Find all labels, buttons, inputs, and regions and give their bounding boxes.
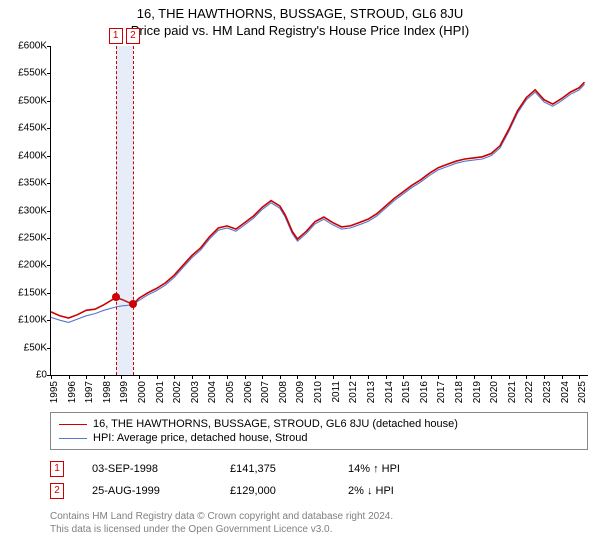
footer-line: Contains HM Land Registry data © Crown c… <box>50 510 588 523</box>
x-axis-label: 2000 <box>137 381 148 403</box>
y-axis-label: £400K <box>18 150 47 161</box>
x-axis-label: 2004 <box>207 381 218 403</box>
x-axis-label: 2008 <box>278 381 289 403</box>
x-axis-label: 2005 <box>225 381 236 403</box>
x-axis-label: 2017 <box>436 381 447 403</box>
x-axis-label: 2006 <box>243 381 254 403</box>
chart-subtitle: Price paid vs. HM Land Registry's House … <box>0 23 600 38</box>
sales-table: 1 03-SEP-1998 £141,375 14% ↑ HPI 2 25-AUG-199… <box>50 458 588 502</box>
sale-delta: 2% ↓ HPI <box>348 485 394 497</box>
x-axis-label: 2003 <box>190 381 201 403</box>
x-axis-label: 2009 <box>295 381 306 403</box>
sale-date: 25-AUG-1999 <box>92 485 202 497</box>
x-axis-label: 2022 <box>524 381 535 403</box>
y-axis-label: £0 <box>36 370 47 381</box>
sale-row: 1 03-SEP-1998 £141,375 14% ↑ HPI <box>50 458 588 480</box>
x-axis-label: 2024 <box>560 381 571 403</box>
sale-vline <box>116 46 117 375</box>
x-axis-label: 2001 <box>155 381 166 403</box>
sale-marker-icon: 1 <box>50 461 64 477</box>
sale-vline <box>133 46 134 375</box>
sale-point <box>129 300 137 308</box>
x-axis-label: 2015 <box>401 381 412 403</box>
sale-price: £129,000 <box>230 485 320 497</box>
x-axis-label: 2012 <box>348 381 359 403</box>
x-axis-label: 2010 <box>313 381 324 403</box>
sale-point <box>112 293 120 301</box>
legend-label: 16, THE HAWTHORNS, BUSSAGE, STROUD, GL6 … <box>93 418 458 430</box>
y-axis-label: £350K <box>18 178 47 189</box>
x-axis-label: 2013 <box>366 381 377 403</box>
x-axis-label: 1997 <box>84 381 95 403</box>
highlight-band <box>116 46 133 375</box>
sale-date: 03-SEP-1998 <box>92 463 202 475</box>
legend: 16, THE HAWTHORNS, BUSSAGE, STROUD, GL6 … <box>50 412 588 450</box>
x-axis-label: 1996 <box>67 381 78 403</box>
y-axis-label: £200K <box>18 260 47 271</box>
footer-attribution: Contains HM Land Registry data © Crown c… <box>50 510 588 536</box>
x-axis-label: 1999 <box>119 381 130 403</box>
sale-price: £141,375 <box>230 463 320 475</box>
sale-row: 2 25-AUG-1999 £129,000 2% ↓ HPI <box>50 480 588 502</box>
legend-swatch <box>59 438 87 439</box>
footer-line: This data is licensed under the Open Gov… <box>50 523 588 536</box>
legend-item: HPI: Average price, detached house, Stro… <box>59 431 579 445</box>
y-axis-label: £300K <box>18 205 47 216</box>
x-axis-label: 2023 <box>542 381 553 403</box>
sale-delta: 14% ↑ HPI <box>348 463 400 475</box>
x-axis-label: 2020 <box>489 381 500 403</box>
y-axis-label: £600K <box>18 41 47 52</box>
x-axis-label: 2019 <box>472 381 483 403</box>
y-axis-label: £150K <box>18 287 47 298</box>
y-axis-label: £50K <box>24 342 47 353</box>
x-axis-label: 2021 <box>507 381 518 403</box>
y-axis-label: £450K <box>18 123 47 134</box>
y-axis-label: £550K <box>18 68 47 79</box>
chart-container: 16, THE HAWTHORNS, BUSSAGE, STROUD, GL6 … <box>0 0 600 536</box>
x-axis-label: 1998 <box>102 381 113 403</box>
chart-area: £0£50K£100K£150K£200K£250K£300K£350K£400… <box>50 46 588 406</box>
y-axis-label: £100K <box>18 315 47 326</box>
x-axis-label: 2011 <box>331 381 342 403</box>
title-block: 16, THE HAWTHORNS, BUSSAGE, STROUD, GL6 … <box>0 0 600 38</box>
x-axis-label: 2016 <box>419 381 430 403</box>
x-axis-label: 2002 <box>172 381 183 403</box>
x-axis-label: 2014 <box>384 381 395 403</box>
legend-label: HPI: Average price, detached house, Stro… <box>93 432 307 444</box>
x-axis-label: 1995 <box>49 381 60 403</box>
x-axis-label: 2018 <box>454 381 465 403</box>
x-axis-label: 2007 <box>260 381 271 403</box>
legend-swatch <box>59 424 87 425</box>
x-axis-label: 2025 <box>577 381 588 403</box>
plot-region: £0£50K£100K£150K£200K£250K£300K£350K£400… <box>50 46 588 376</box>
legend-item: 16, THE HAWTHORNS, BUSSAGE, STROUD, GL6 … <box>59 417 579 431</box>
sale-marker-icon: 2 <box>50 483 64 499</box>
sale-marker: 2 <box>126 28 140 44</box>
y-axis-label: £500K <box>18 95 47 106</box>
y-axis-label: £250K <box>18 232 47 243</box>
chart-title: 16, THE HAWTHORNS, BUSSAGE, STROUD, GL6 … <box>0 6 600 21</box>
sale-marker: 1 <box>109 28 123 44</box>
